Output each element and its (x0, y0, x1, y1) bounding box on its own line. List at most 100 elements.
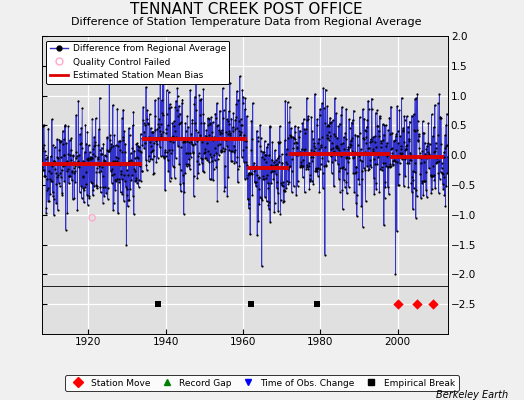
Point (222, 137, 230, 143)
Point (220, 147, 228, 154)
Point (309, 154, 317, 160)
Point (302, 126, 310, 132)
Point (50, 196, 58, 202)
Point (281, 187, 289, 194)
Point (174, 143, 182, 150)
Point (208, 158, 216, 164)
Point (381, 179, 389, 186)
Point (270, 209, 278, 215)
Point (194, 170, 202, 176)
Point (269, 162, 277, 169)
Point (92, 115, 100, 122)
Point (350, 188, 358, 195)
Point (232, 101, 241, 108)
Point (103, 196, 112, 202)
Point (173, 135, 181, 141)
Point (332, 110, 341, 116)
Point (141, 157, 150, 163)
Point (61, 122, 69, 129)
Point (107, 141, 115, 148)
Point (39, 167, 47, 173)
Point (384, 164, 392, 171)
Point (230, 148, 238, 155)
Point (42, 210, 50, 216)
Point (118, 136, 127, 143)
Point (116, 189, 125, 196)
Point (205, 132, 213, 138)
Point (363, 117, 372, 123)
Point (379, 137, 387, 143)
Point (96, 147, 104, 153)
Point (86, 156, 94, 162)
Point (294, 134, 303, 140)
Point (277, 196, 285, 203)
Point (126, 150, 135, 156)
Point (329, 148, 337, 155)
Point (58, 190, 66, 196)
Point (257, 194, 266, 201)
Point (153, 126, 161, 132)
Point (203, 148, 212, 155)
Point (351, 149, 359, 156)
Point (193, 158, 201, 164)
Point (405, 160, 413, 167)
Point (341, 130, 350, 136)
Point (166, 178, 174, 184)
Point (290, 134, 299, 141)
Point (89, 187, 97, 193)
Point (151, 138, 160, 144)
Point (259, 149, 268, 155)
Point (422, 194, 431, 200)
Point (421, 178, 429, 184)
Point (129, 109, 138, 115)
Point (318, 134, 326, 140)
Point (102, 160, 110, 166)
Point (89, 192, 97, 199)
Point (201, 155, 210, 162)
Point (281, 151, 290, 158)
Point (253, 138, 261, 144)
Point (135, 144, 144, 150)
Point (198, 138, 206, 145)
Point (412, 193, 421, 200)
Point (214, 122, 222, 128)
Point (206, 120, 215, 126)
Point (167, 135, 176, 142)
Point (374, 150, 383, 157)
Point (427, 172, 435, 179)
Point (327, 145, 335, 152)
Point (75, 160, 83, 167)
Point (202, 127, 211, 133)
Point (140, 140, 149, 146)
Point (391, 271, 400, 278)
Point (367, 164, 375, 170)
Point (150, 126, 159, 133)
Point (440, 174, 448, 180)
Point (288, 156, 297, 162)
Point (385, 191, 393, 197)
Point (352, 200, 361, 206)
Point (385, 114, 394, 121)
Point (102, 152, 111, 159)
Point (208, 128, 216, 135)
Point (337, 152, 345, 159)
Point (422, 169, 430, 175)
Point (110, 142, 118, 149)
Point (374, 154, 383, 160)
Point (280, 137, 289, 144)
Point (355, 153, 363, 160)
Point (63, 210, 72, 216)
Point (386, 161, 394, 167)
Point (204, 115, 212, 121)
Point (394, 182, 402, 188)
Point (275, 158, 283, 165)
Point (157, 153, 165, 159)
Point (183, 138, 191, 145)
Point (313, 116, 321, 122)
Point (318, 100, 326, 106)
Point (176, 181, 184, 188)
Point (136, 163, 144, 170)
Point (410, 111, 418, 117)
Point (76, 131, 84, 137)
Point (188, 141, 196, 148)
